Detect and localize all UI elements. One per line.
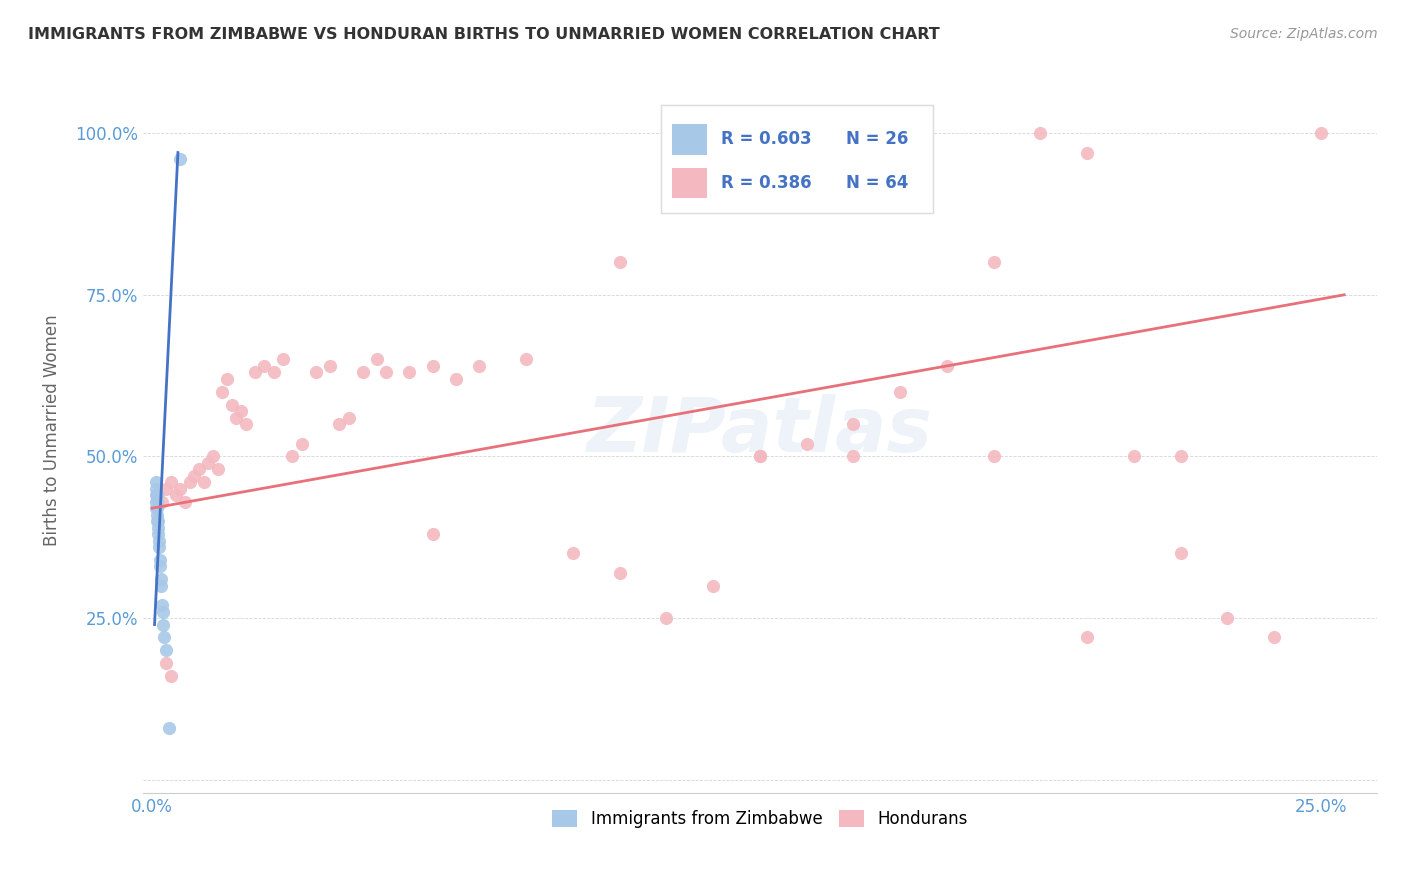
Point — [201, 450, 224, 464]
Point — [169, 482, 191, 496]
Text: Source: ZipAtlas.com: Source: ZipAtlas.com — [1230, 27, 1378, 41]
Point — [148, 540, 170, 554]
Text: IMMIGRANTS FROM ZIMBABWE VS HONDURAN BIRTHS TO UNMARRIED WOMEN CORRELATION CHART: IMMIGRANTS FROM ZIMBABWE VS HONDURAN BIR… — [28, 27, 939, 42]
Point — [337, 410, 360, 425]
Point — [1170, 450, 1192, 464]
Point — [1309, 126, 1331, 140]
Point — [374, 365, 396, 379]
Point — [188, 462, 211, 476]
Point — [155, 482, 177, 496]
Point — [183, 468, 205, 483]
Point — [1029, 126, 1052, 140]
Point — [165, 488, 187, 502]
Point — [146, 488, 169, 502]
Point — [145, 494, 167, 508]
Point — [152, 605, 174, 619]
Point — [149, 572, 172, 586]
Point — [155, 657, 177, 671]
Point — [935, 359, 957, 373]
Point — [174, 494, 197, 508]
Point — [444, 372, 467, 386]
Point — [561, 546, 583, 560]
Point — [468, 359, 491, 373]
Point — [702, 579, 724, 593]
Point — [160, 669, 183, 683]
Point — [398, 365, 420, 379]
Point — [1122, 450, 1144, 464]
Point — [319, 359, 342, 373]
Point — [160, 475, 183, 490]
Point — [305, 365, 328, 379]
Point — [655, 611, 678, 625]
Point — [155, 643, 177, 657]
Point — [148, 533, 170, 548]
Point — [197, 456, 219, 470]
Point — [149, 553, 172, 567]
Point — [146, 514, 169, 528]
Point — [291, 436, 314, 450]
Point — [796, 436, 818, 450]
Legend: Immigrants from Zimbabwe, Hondurans: Immigrants from Zimbabwe, Hondurans — [546, 804, 974, 835]
Point — [515, 352, 537, 367]
Point — [169, 152, 191, 166]
Point — [1263, 631, 1285, 645]
Point — [225, 410, 247, 425]
Point — [271, 352, 294, 367]
Point — [146, 514, 169, 528]
Point — [748, 450, 770, 464]
Point — [609, 566, 631, 580]
Point — [281, 450, 304, 464]
Point — [243, 365, 266, 379]
Point — [146, 520, 169, 534]
Point — [422, 527, 444, 541]
Point — [889, 384, 911, 399]
Point — [145, 475, 167, 490]
Point — [253, 359, 276, 373]
Point — [422, 359, 444, 373]
Point — [179, 475, 201, 490]
Point — [146, 527, 169, 541]
Point — [328, 417, 350, 431]
Point — [149, 559, 172, 574]
Point — [1076, 145, 1098, 160]
Point — [748, 450, 770, 464]
Point — [157, 721, 180, 735]
Point — [146, 494, 169, 508]
Point — [193, 475, 215, 490]
Point — [215, 372, 238, 386]
Point — [150, 494, 173, 508]
Point — [146, 501, 169, 516]
Point — [146, 508, 169, 522]
Point — [145, 501, 167, 516]
Point — [149, 579, 172, 593]
Point — [1216, 611, 1239, 625]
Point — [150, 598, 173, 612]
Point — [609, 255, 631, 269]
Point — [211, 384, 233, 399]
Point — [1170, 546, 1192, 560]
Text: ZIPatlas: ZIPatlas — [586, 393, 934, 467]
Point — [152, 617, 174, 632]
Point — [366, 352, 388, 367]
Point — [263, 365, 285, 379]
Point — [145, 488, 167, 502]
Point — [146, 488, 169, 502]
Point — [235, 417, 257, 431]
Point — [842, 417, 865, 431]
Point — [983, 255, 1005, 269]
Point — [983, 450, 1005, 464]
Y-axis label: Births to Unmarried Women: Births to Unmarried Women — [44, 315, 60, 547]
Point — [1076, 631, 1098, 645]
Point — [207, 462, 229, 476]
Point — [145, 482, 167, 496]
Point — [352, 365, 374, 379]
Point — [221, 398, 243, 412]
Point — [229, 404, 252, 418]
Point — [153, 631, 176, 645]
Point — [842, 450, 865, 464]
